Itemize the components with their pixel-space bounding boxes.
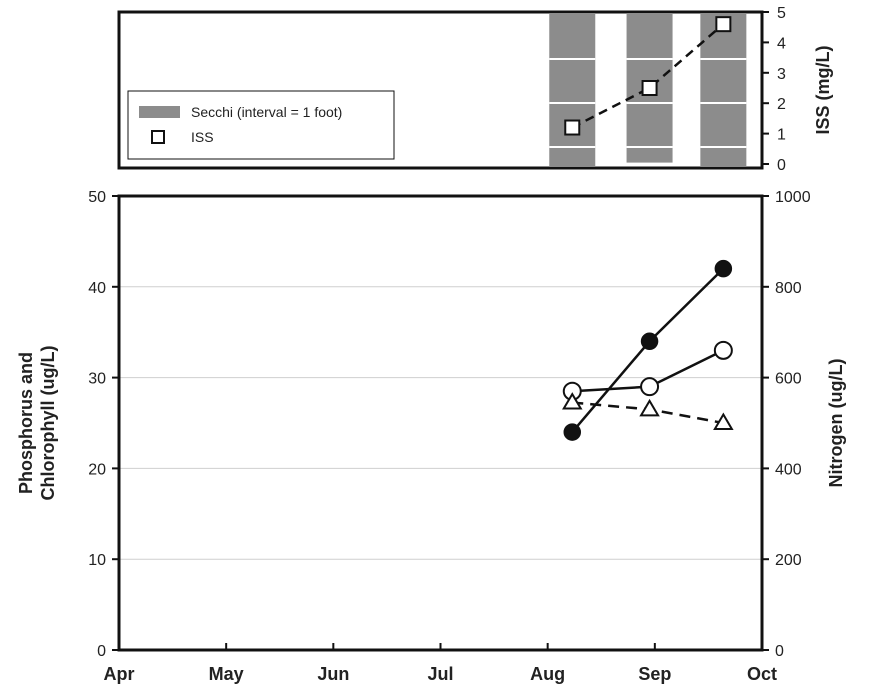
series-point bbox=[713, 412, 734, 430]
iss-tick-label: 5 bbox=[777, 5, 786, 22]
x-tick-label: Jun bbox=[317, 664, 349, 684]
bottom-plot-frame bbox=[117, 194, 764, 652]
legend-iss-label: ISS bbox=[191, 129, 214, 145]
series-point bbox=[714, 259, 733, 278]
x-tick-label: Sep bbox=[638, 664, 671, 684]
right-tick-label: 200 bbox=[775, 552, 802, 569]
secchi-bar bbox=[549, 13, 596, 167]
x-tick-label: May bbox=[209, 664, 244, 684]
legend-iss-symbol bbox=[151, 130, 165, 144]
series-point bbox=[639, 398, 660, 417]
series bbox=[562, 259, 734, 441]
legend-secchi-label: Secchi (interval = 1 foot) bbox=[191, 104, 342, 120]
iss-axis-title: ISS (mg/L) bbox=[813, 45, 833, 134]
top-panel: 0 1 2 3 4 5 ISS (mg/L) Secchi (interval = 1 f… bbox=[117, 5, 833, 174]
gridlines bbox=[119, 286, 762, 560]
x-tick-label: Aug bbox=[530, 664, 565, 684]
x-tick-label: Jul bbox=[427, 664, 453, 684]
secchi-bars bbox=[549, 13, 747, 167]
left-axis-title-line-1: Phosphorus and bbox=[16, 352, 36, 494]
legend-box bbox=[127, 90, 395, 160]
iss-axis: 0 1 2 3 4 5 bbox=[762, 5, 786, 174]
left-tick-label: 0 bbox=[97, 643, 106, 660]
legend-secchi-swatch bbox=[139, 106, 180, 118]
iss-tick-label: 2 bbox=[777, 96, 786, 113]
iss-tick-label: 1 bbox=[777, 127, 786, 144]
right-axis-title: Nitrogen (ug/L) bbox=[826, 359, 846, 488]
right-tick-label: 1000 bbox=[775, 189, 811, 206]
left-tick-label: 40 bbox=[88, 280, 106, 297]
right-tick-label: 0 bbox=[775, 643, 784, 660]
iss-point bbox=[564, 119, 581, 136]
bottom-panel: 0 10 20 30 40 50 0 200 400 600 800 1000 Apr May Jun Jul… bbox=[16, 189, 846, 684]
series-point bbox=[640, 332, 659, 351]
series-point bbox=[640, 377, 660, 397]
x-tick-label: Apr bbox=[104, 664, 135, 684]
left-tick-label: 20 bbox=[88, 461, 106, 478]
x-tick-label: Oct bbox=[747, 664, 777, 684]
left-axis-title-line-2: Chlorophyll (ug/L) bbox=[38, 346, 58, 501]
legend: Secchi (interval = 1 foot) ISS bbox=[127, 90, 395, 160]
series-point bbox=[563, 423, 582, 441]
right-tick-label: 400 bbox=[775, 461, 802, 478]
iss-tick-label: 0 bbox=[777, 157, 786, 174]
right-tick-label: 600 bbox=[775, 371, 802, 388]
right-tick-label: 800 bbox=[775, 280, 802, 297]
series-point bbox=[562, 392, 583, 410]
iss-point bbox=[641, 80, 658, 96]
iss-series-line bbox=[571, 23, 725, 129]
left-tick-label: 10 bbox=[88, 552, 106, 569]
iss-tick-label: 4 bbox=[777, 35, 786, 52]
iss-point bbox=[715, 16, 732, 33]
left-tick-label: 50 bbox=[88, 189, 106, 206]
iss-tick-label: 3 bbox=[777, 66, 786, 83]
series-point bbox=[713, 340, 733, 360]
bottom-axes: 0 10 20 30 40 50 0 200 400 600 800 1000 Apr May Jun Jul… bbox=[88, 189, 810, 684]
top-plot-frame bbox=[117, 10, 764, 170]
secchi-bar bbox=[700, 13, 747, 167]
left-tick-label: 30 bbox=[88, 371, 106, 388]
iss-line bbox=[564, 16, 732, 136]
